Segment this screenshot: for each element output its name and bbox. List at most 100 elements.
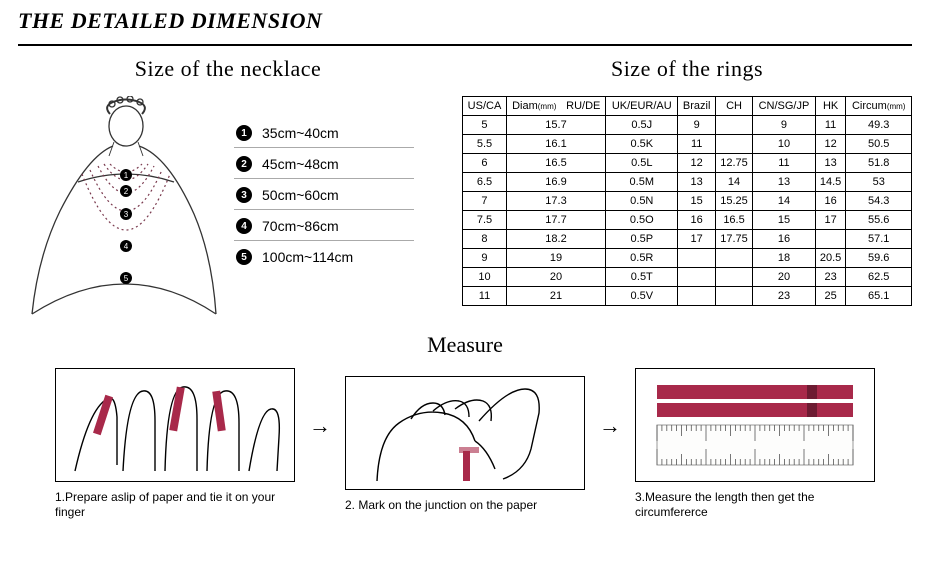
table-cell: 11 [753, 154, 815, 173]
table-cell: 16.5 [506, 154, 605, 173]
table-row: 9190.5R1820.559.6 [463, 249, 912, 268]
table-cell: 10 [463, 268, 507, 287]
page-title: THE DETAILED DIMENSION [18, 8, 912, 34]
table-cell: 5.5 [463, 135, 507, 154]
table-cell: 16 [815, 192, 846, 211]
legend-number: 2 [236, 156, 252, 172]
table-cell: 13 [753, 173, 815, 192]
table-cell: 23 [753, 287, 815, 306]
legend-row: 135cm~40cm [234, 122, 414, 148]
table-cell: 55.6 [846, 211, 912, 230]
legend-range: 45cm~48cm [262, 156, 339, 172]
step-1-caption: 1.Prepare aslip of paper and tie it on y… [55, 490, 295, 520]
table-row: 818.20.5P1717.751657.1 [463, 230, 912, 249]
table-cell: 20 [506, 268, 605, 287]
table-cell: 0.5K [606, 135, 678, 154]
table-cell: 0.5P [606, 230, 678, 249]
necklace-legend: 135cm~40cm 2 45cm~48cm 350cm~60cm 470cm~86cm… [228, 96, 414, 271]
table-cell: 14 [753, 192, 815, 211]
table-cell: 18 [753, 249, 815, 268]
table-header: Circum(mm) [846, 97, 912, 116]
table-cell: 13 [678, 173, 715, 192]
legend-row: 470cm~86cm [234, 215, 414, 241]
table-row: 6.516.90.5M13141314.553 [463, 173, 912, 192]
table-cell: 0.5T [606, 268, 678, 287]
svg-text:5: 5 [124, 274, 129, 283]
table-cell: 9 [753, 116, 815, 135]
table-header: HK [815, 97, 846, 116]
table-cell [815, 230, 846, 249]
table-cell: 19 [506, 249, 605, 268]
table-cell: 50.5 [846, 135, 912, 154]
table-cell: 15 [753, 211, 815, 230]
table-cell: 16 [678, 211, 715, 230]
measure-step-1: 1.Prepare aslip of paper and tie it on y… [55, 368, 295, 520]
table-cell [715, 249, 752, 268]
measure-step-3: 3.Measure the length then get the circum… [635, 368, 875, 520]
legend-range: 100cm~114cm [262, 249, 353, 265]
table-cell: 15.25 [715, 192, 752, 211]
paper-finger-icon [65, 371, 285, 479]
step-3-image [635, 368, 875, 482]
measure-title: Measure [0, 332, 930, 358]
table-header: Brazil [678, 97, 715, 116]
table-cell: 17.3 [506, 192, 605, 211]
table-cell: 0.5O [606, 211, 678, 230]
table-cell: 62.5 [846, 268, 912, 287]
legend-range: 70cm~86cm [262, 218, 339, 234]
table-cell: 16.5 [715, 211, 752, 230]
table-cell: 16 [753, 230, 815, 249]
table-cell: 16.9 [506, 173, 605, 192]
legend-row: 5 100cm~114cm [234, 246, 414, 271]
table-cell: 25 [815, 287, 846, 306]
table-cell: 16.1 [506, 135, 605, 154]
table-cell: 23 [815, 268, 846, 287]
table-cell: 20 [753, 268, 815, 287]
table-cell: 0.5M [606, 173, 678, 192]
table-cell: 54.3 [846, 192, 912, 211]
table-cell: 11 [678, 135, 715, 154]
table-cell: 15.7 [506, 116, 605, 135]
legend-number: 5 [236, 249, 252, 265]
table-cell: 49.3 [846, 116, 912, 135]
ruler-icon [645, 371, 865, 479]
table-cell: 11 [463, 287, 507, 306]
necklace-section: Size of the necklace [18, 56, 438, 316]
table-cell: 12 [678, 154, 715, 173]
table-header: CN/SG/JP [753, 97, 815, 116]
legend-row: 2 45cm~48cm [234, 153, 414, 179]
table-cell: 12.75 [715, 154, 752, 173]
table-cell: 11 [815, 116, 846, 135]
table-cell [678, 249, 715, 268]
table-cell: 14.5 [815, 173, 846, 192]
table-header: CH [715, 97, 752, 116]
table-cell [715, 287, 752, 306]
table-row: 616.50.5L1212.75111351.8 [463, 154, 912, 173]
table-cell [678, 287, 715, 306]
table-cell: 17 [815, 211, 846, 230]
legend-number: 3 [236, 187, 252, 203]
table-header: RU/DE [561, 97, 605, 116]
table-cell: 14 [715, 173, 752, 192]
necklace-body: 1 2 3 4 5 135cm~40cm245cm~48cm350cm~60cm… [18, 96, 438, 316]
svg-text:3: 3 [124, 210, 129, 219]
table-header: UK/EUR/AU [606, 97, 678, 116]
ring-size-table: US/CADiam(mm)RU/DEUK/EUR/AUBrazilCHCN/SG… [462, 96, 912, 306]
table-cell [715, 135, 752, 154]
svg-text:4: 4 [124, 242, 129, 251]
table-cell: 7.5 [463, 211, 507, 230]
legend-range: 35cm~40cm [262, 125, 339, 141]
table-cell: 13 [815, 154, 846, 173]
table-cell: 0.5N [606, 192, 678, 211]
table-cell: 17.75 [715, 230, 752, 249]
table-cell: 53 [846, 173, 912, 192]
arrow-icon: → [309, 413, 331, 439]
table-cell: 57.1 [846, 230, 912, 249]
table-cell: 5 [463, 116, 507, 135]
rings-section: Size of the rings US/CADiam(mm)RU/DEUK/E… [438, 56, 912, 316]
header: THE DETAILED DIMENSION [0, 0, 930, 40]
table-header: Diam(mm) [506, 97, 561, 116]
table-cell: 0.5V [606, 287, 678, 306]
table-cell: 17 [678, 230, 715, 249]
legend-row: 350cm~60cm [234, 184, 414, 210]
